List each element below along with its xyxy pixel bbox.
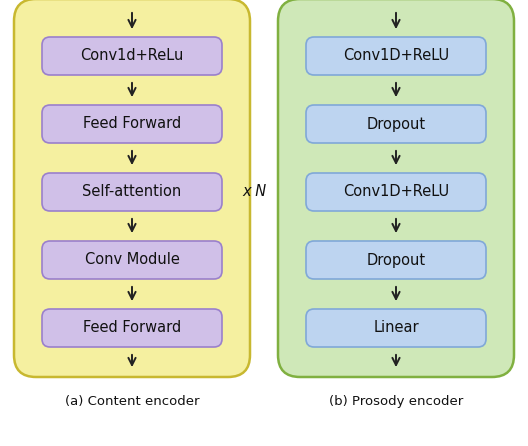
Text: (b) Prosody encoder: (b) Prosody encoder (329, 396, 463, 409)
Text: Dropout: Dropout (366, 116, 426, 132)
FancyBboxPatch shape (14, 0, 250, 377)
FancyBboxPatch shape (278, 0, 514, 377)
FancyBboxPatch shape (306, 105, 486, 143)
Text: Conv1D+ReLU: Conv1D+ReLU (343, 49, 449, 63)
Text: Dropout: Dropout (366, 252, 426, 268)
FancyBboxPatch shape (306, 309, 486, 347)
Text: x N: x N (242, 185, 266, 199)
Text: Feed Forward: Feed Forward (83, 116, 181, 132)
Text: Conv1d+ReLu: Conv1d+ReLu (80, 49, 184, 63)
FancyBboxPatch shape (42, 105, 222, 143)
FancyBboxPatch shape (306, 241, 486, 279)
Text: Feed Forward: Feed Forward (83, 321, 181, 335)
FancyBboxPatch shape (42, 241, 222, 279)
FancyBboxPatch shape (42, 309, 222, 347)
Text: Conv Module: Conv Module (84, 252, 180, 268)
Text: (a) Content encoder: (a) Content encoder (65, 396, 199, 409)
FancyBboxPatch shape (42, 173, 222, 211)
Text: Linear: Linear (373, 321, 419, 335)
Text: Self-attention: Self-attention (82, 185, 182, 199)
Text: Conv1D+ReLU: Conv1D+ReLU (343, 185, 449, 199)
FancyBboxPatch shape (306, 173, 486, 211)
FancyBboxPatch shape (306, 37, 486, 75)
FancyBboxPatch shape (42, 37, 222, 75)
